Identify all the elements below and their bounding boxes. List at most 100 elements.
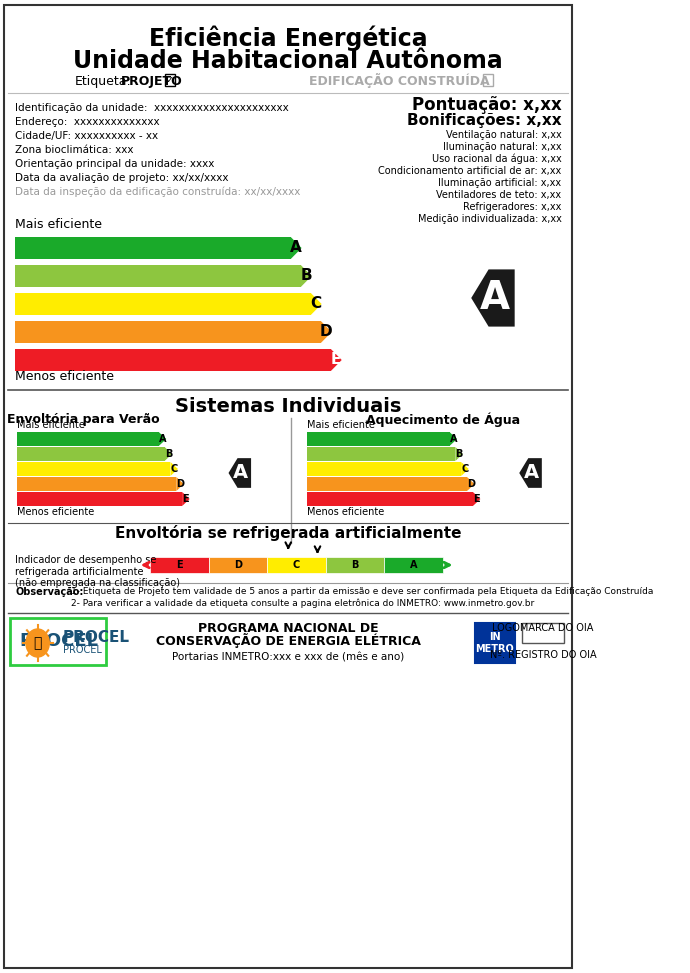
Text: PROGRAMA NACIONAL DE: PROGRAMA NACIONAL DE xyxy=(198,622,379,634)
Text: Envoltória se refrigerada artificialmente: Envoltória se refrigerada artificialment… xyxy=(115,525,462,541)
Text: Refrigeradores: x,xx: Refrigeradores: x,xx xyxy=(463,202,562,212)
Polygon shape xyxy=(176,477,184,491)
Polygon shape xyxy=(310,293,322,315)
Text: Mais eficiente: Mais eficiente xyxy=(15,219,102,232)
FancyBboxPatch shape xyxy=(17,492,182,506)
FancyBboxPatch shape xyxy=(17,447,165,461)
Text: Nº. REGISTRO DO OIA: Nº. REGISTRO DO OIA xyxy=(490,650,596,660)
FancyBboxPatch shape xyxy=(483,74,493,86)
Text: Identificação da unidade:  xxxxxxxxxxxxxxxxxxxxxx: Identificação da unidade: xxxxxxxxxxxxxx… xyxy=(15,103,289,113)
FancyBboxPatch shape xyxy=(15,293,310,315)
Text: E: E xyxy=(331,352,342,368)
FancyBboxPatch shape xyxy=(15,321,321,343)
Polygon shape xyxy=(473,492,480,506)
FancyBboxPatch shape xyxy=(308,462,461,476)
Polygon shape xyxy=(467,477,475,491)
FancyBboxPatch shape xyxy=(308,477,467,491)
Text: PROCEL: PROCEL xyxy=(19,632,98,650)
Text: Unidade Habitacional Autônoma: Unidade Habitacional Autônoma xyxy=(73,49,503,73)
FancyBboxPatch shape xyxy=(267,557,326,573)
Text: C: C xyxy=(170,464,178,474)
Polygon shape xyxy=(290,237,302,259)
Text: Cidade/UF: xxxxxxxxxx - xx: Cidade/UF: xxxxxxxxxx - xx xyxy=(15,131,158,141)
FancyBboxPatch shape xyxy=(15,265,301,287)
Text: D: D xyxy=(176,479,184,489)
Text: E: E xyxy=(473,494,480,504)
Text: E: E xyxy=(183,494,189,504)
Text: A: A xyxy=(233,463,248,483)
Text: PROJETO: PROJETO xyxy=(121,75,183,88)
Text: Mais eficiente: Mais eficiente xyxy=(17,420,85,430)
Text: B: B xyxy=(300,269,312,283)
Text: LOGOMARCA DO OIA: LOGOMARCA DO OIA xyxy=(493,623,594,633)
FancyBboxPatch shape xyxy=(475,623,515,663)
Text: C: C xyxy=(310,297,322,311)
Polygon shape xyxy=(331,349,342,371)
Polygon shape xyxy=(159,432,166,446)
Text: Menos eficiente: Menos eficiente xyxy=(15,371,114,383)
FancyBboxPatch shape xyxy=(326,557,384,573)
Text: Indicador de desempenho se
refrigerada artificialmente
(não empregada na classif: Indicador de desempenho se refrigerada a… xyxy=(15,555,180,589)
Polygon shape xyxy=(321,321,332,343)
Text: 2- Para verificar a validade da etiqueta consulte a pagina eletrônica do INMETRO: 2- Para verificar a validade da etiqueta… xyxy=(71,598,534,608)
Text: D: D xyxy=(234,560,242,570)
FancyBboxPatch shape xyxy=(150,557,209,573)
Text: Portarias INMETRO:xxx e xxx de (mês e ano): Portarias INMETRO:xxx e xxx de (mês e an… xyxy=(172,652,404,662)
FancyBboxPatch shape xyxy=(17,462,170,476)
Text: Medição individualizada: x,xx: Medição individualizada: x,xx xyxy=(417,214,562,224)
Polygon shape xyxy=(455,447,463,461)
FancyBboxPatch shape xyxy=(209,557,267,573)
Text: Orientação principal da unidade: xxxx: Orientação principal da unidade: xxxx xyxy=(15,159,215,169)
FancyBboxPatch shape xyxy=(4,5,572,968)
Text: Aquecimento de Água: Aquecimento de Água xyxy=(366,413,520,427)
Polygon shape xyxy=(520,458,542,487)
Text: Etiqueta:: Etiqueta: xyxy=(75,75,132,88)
FancyBboxPatch shape xyxy=(384,557,443,573)
Text: A: A xyxy=(159,434,166,444)
Text: Ventiladores de teto: x,xx: Ventiladores de teto: x,xx xyxy=(436,190,562,200)
Text: A: A xyxy=(290,240,302,256)
Text: B: B xyxy=(455,449,463,459)
Polygon shape xyxy=(301,265,312,287)
Text: ✓: ✓ xyxy=(166,75,174,85)
Text: 1- Etiqueta de Projeto tem validade de 5 anos a partir da emissão e deve ser con: 1- Etiqueta de Projeto tem validade de 5… xyxy=(71,588,653,596)
FancyBboxPatch shape xyxy=(308,492,473,506)
FancyBboxPatch shape xyxy=(15,349,331,371)
Text: Condicionamento artificial de ar: x,xx: Condicionamento artificial de ar: x,xx xyxy=(378,166,562,176)
Text: PROCEL: PROCEL xyxy=(63,630,130,644)
Text: A: A xyxy=(410,560,417,570)
Polygon shape xyxy=(461,462,469,476)
Text: Iluminação natural: x,xx: Iluminação natural: x,xx xyxy=(443,142,562,152)
Text: Eficiência Energética: Eficiência Energética xyxy=(149,25,428,51)
FancyBboxPatch shape xyxy=(17,477,176,491)
Text: Data da inspeção da edificação construída: xx/xx/xxxx: Data da inspeção da edificação construíd… xyxy=(15,187,300,198)
Text: Ventilação natural: x,xx: Ventilação natural: x,xx xyxy=(446,130,562,140)
FancyBboxPatch shape xyxy=(17,432,159,446)
Polygon shape xyxy=(471,270,515,327)
Text: E: E xyxy=(177,560,183,570)
Polygon shape xyxy=(449,432,457,446)
Text: CONSERVAÇÃO DE ENERGIA ELÉTRICA: CONSERVAÇÃO DE ENERGIA ELÉTRICA xyxy=(156,633,421,648)
Polygon shape xyxy=(170,462,178,476)
Text: Sistemas Individuais: Sistemas Individuais xyxy=(175,397,402,415)
FancyBboxPatch shape xyxy=(15,237,290,259)
Text: C: C xyxy=(293,560,300,570)
Text: B: B xyxy=(351,560,359,570)
Text: A: A xyxy=(480,279,510,317)
Text: IN
METRO: IN METRO xyxy=(475,632,514,654)
Text: 💡: 💡 xyxy=(33,636,42,650)
Text: Endereço:  xxxxxxxxxxxxxx: Endereço: xxxxxxxxxxxxxx xyxy=(15,117,159,127)
Text: B: B xyxy=(165,449,172,459)
Text: D: D xyxy=(467,479,475,489)
FancyBboxPatch shape xyxy=(522,623,564,643)
Text: Pontuação: x,xx: Pontuação: x,xx xyxy=(412,96,562,114)
FancyBboxPatch shape xyxy=(10,618,106,665)
Text: Uso racional da água: x,xx: Uso racional da água: x,xx xyxy=(432,154,562,164)
Text: Menos eficiente: Menos eficiente xyxy=(308,507,385,517)
Text: A: A xyxy=(524,463,540,483)
Text: Mais eficiente: Mais eficiente xyxy=(308,420,375,430)
Polygon shape xyxy=(228,458,251,487)
FancyBboxPatch shape xyxy=(165,74,175,86)
Text: Envoltória para Verão: Envoltória para Verão xyxy=(7,414,160,426)
Text: Iluminação artificial: x,xx: Iluminação artificial: x,xx xyxy=(438,178,562,188)
